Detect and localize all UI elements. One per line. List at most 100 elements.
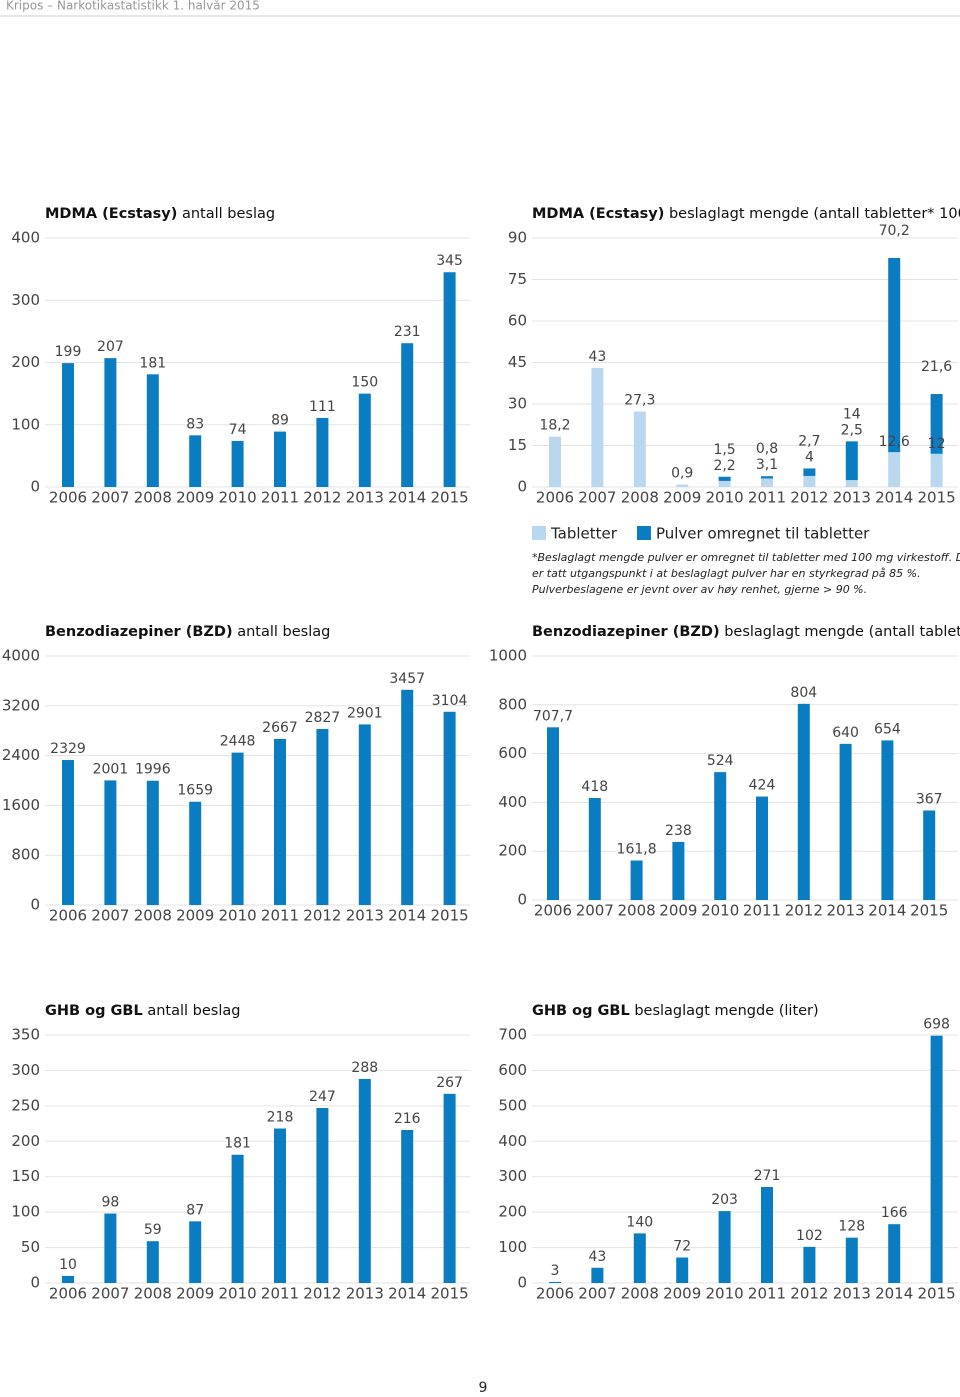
value-label: 161,8 [617,842,657,858]
bar-segment [803,475,816,487]
value-label: 89 [271,413,289,429]
value-label: 2,5 [841,422,863,438]
bar-segment [718,476,731,481]
bar [803,1246,816,1283]
bar [761,1186,773,1283]
bar [923,810,936,900]
x-tick-label: 2010 [701,902,739,920]
value-label: 654 [874,721,901,737]
value-label: 1,5 [713,442,735,458]
x-tick-label: 2010 [706,489,744,507]
value-label: 2448 [220,734,256,750]
bar [672,841,685,900]
x-tick-label: 2009 [176,1285,214,1303]
bar [443,272,456,487]
x-tick-label: 2006 [49,907,87,925]
page-number: 9 [479,1380,488,1396]
value-label: 199 [55,344,82,360]
value-label: 0,8 [756,441,778,457]
bar [443,1093,456,1283]
chart-title: GHB og GBL beslaglagt mengde (liter) [532,1003,819,1019]
value-label: 181 [139,355,166,371]
x-tick-label: 2007 [91,907,129,925]
bar [231,440,244,487]
y-tick-label: 60 [508,312,527,330]
bar-segment [803,468,816,476]
x-tick-label: 2009 [176,907,214,925]
bar-segment [549,436,561,487]
legend-swatch [532,526,546,540]
y-tick-label: 250 [11,1096,40,1114]
x-tick-label: 2012 [303,489,341,507]
bar [358,393,371,487]
y-tick-label: 50 [21,1238,40,1256]
value-label: 43 [588,349,606,365]
value-label: 166 [881,1205,908,1221]
x-tick-label: 2014 [868,902,906,920]
chart-title-rest: antall beslag [147,1003,240,1019]
header: Kripos – Narkotikastatistikk 1. halvår 2… [6,0,260,13]
bar [189,801,202,905]
y-tick-label: 350 [11,1026,40,1044]
x-tick-label: 2008 [134,489,172,507]
bar [930,1035,943,1283]
x-tick-label: 2011 [261,489,299,507]
x-tick-label: 2015 [918,489,956,507]
x-tick-label: 2006 [536,489,574,507]
x-tick-label: 2006 [49,489,87,507]
bar [714,772,727,900]
x-tick-label: 2011 [748,489,786,507]
chart-title-rest: beslaglagt mengde (liter) [634,1003,818,1019]
x-tick-label: 2006 [49,1285,87,1303]
x-tick-label: 2012 [303,1285,341,1303]
chart-title-rest: antall beslag [182,206,275,222]
value-label: 102 [796,1228,823,1244]
value-label: 3,1 [756,457,778,473]
chart-title: GHB og GBL antall beslag [45,1003,240,1019]
y-tick-label: 800 [498,695,527,713]
x-tick-label: 2008 [621,489,659,507]
value-label: 238 [665,823,692,839]
x-tick-label: 2015 [918,1285,956,1303]
x-tick-label: 2013 [827,902,865,920]
bar [104,1213,117,1283]
y-tick-label: 400 [498,1132,527,1150]
bar [401,689,414,905]
bar [316,729,329,905]
value-label: 267 [436,1075,463,1091]
value-label: 218 [267,1110,294,1126]
bar [718,1211,731,1283]
bar [588,798,601,900]
bar [62,1275,74,1283]
bar [358,1078,371,1283]
y-tick-label: 300 [11,1061,40,1079]
bar [547,727,559,900]
bar [881,740,894,900]
value-label: 59 [144,1222,162,1238]
x-tick-label: 2010 [219,907,257,925]
x-tick-label: 2014 [875,489,913,507]
value-label: 2001 [93,761,129,777]
x-tick-label: 2010 [219,489,257,507]
chart-title: Benzodiazepiner (BZD) beslaglagt mengde … [532,624,960,640]
x-tick-label: 2012 [303,907,341,925]
bar [146,1241,159,1283]
x-tick-label: 2015 [910,902,948,920]
x-tick-label: 2012 [785,902,823,920]
value-label: 14 [843,406,861,422]
value-label: 2827 [305,710,341,726]
bar [549,1281,561,1283]
value-label: 698 [923,1017,950,1033]
value-label: 2,2 [713,458,735,474]
bar [316,417,329,487]
bar [104,358,117,487]
y-tick-label: 75 [508,270,527,288]
chart-title-bold: Benzodiazepiner (BZD) [532,624,720,640]
bar [888,1224,901,1283]
value-label: 424 [749,778,776,794]
x-tick-label: 2012 [790,1285,828,1303]
footnote: er tatt utgangspunkt i at beslaglagt pul… [532,567,921,580]
chart-title-bold: Benzodiazepiner (BZD) [45,624,233,640]
y-tick-label: 200 [11,353,40,371]
